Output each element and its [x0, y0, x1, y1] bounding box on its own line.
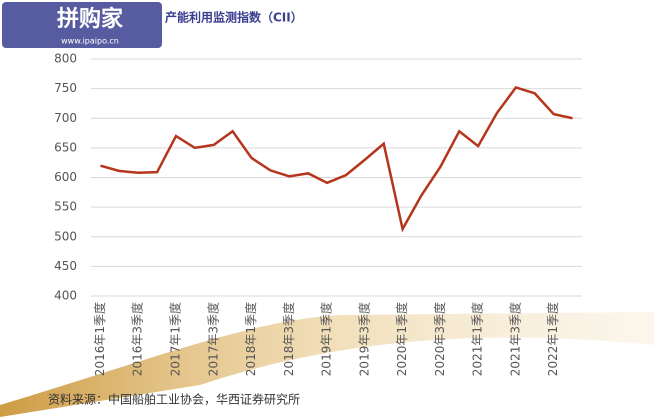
x-tick-label: 2020年3季度 [432, 302, 447, 376]
y-tick-label: 800 [54, 52, 77, 66]
y-tick-label: 750 [54, 81, 77, 95]
line [100, 85, 573, 233]
decoration [0, 312, 654, 417]
watermark-box [2, 2, 162, 48]
x-tick-label: 2020年1季度 [394, 302, 409, 376]
watermark-url: www.ipaipo.cn [61, 37, 119, 46]
x-tick-label: 2019年3季度 [356, 302, 371, 376]
chart-title: 产能利用监测指数（CII） [165, 10, 303, 25]
x-tick-label: 2016年1季度 [92, 302, 107, 376]
x-tick-label: 2019年1季度 [319, 302, 334, 376]
x-tick-label: 2021年3季度 [507, 302, 522, 376]
y-tick-label: 500 [54, 229, 77, 243]
x-tick-label: 2018年3季度 [281, 302, 296, 376]
y-tick-label: 550 [54, 200, 77, 214]
y-tick-label: 650 [54, 140, 77, 154]
source: 资料来源：中国船舶工业协会，华西证券研究所 [48, 392, 300, 407]
x-tick-label: 2016年3季度 [130, 302, 145, 376]
y-tick-label: 400 [54, 289, 77, 303]
y-tick-label: 700 [54, 111, 77, 125]
x-tick-label: 2022年1季度 [545, 302, 560, 376]
watermark: 拼购家 [57, 6, 124, 32]
x-tick-label: 2017年1季度 [167, 302, 182, 376]
x-tick-label: 2017年3季度 [205, 302, 220, 376]
x-tick-label: 2021年1季度 [470, 302, 485, 376]
y-tick-label: 600 [54, 170, 77, 184]
y-tick-label: 450 [54, 259, 77, 273]
x-tick-label: 2018年1季度 [243, 302, 258, 376]
